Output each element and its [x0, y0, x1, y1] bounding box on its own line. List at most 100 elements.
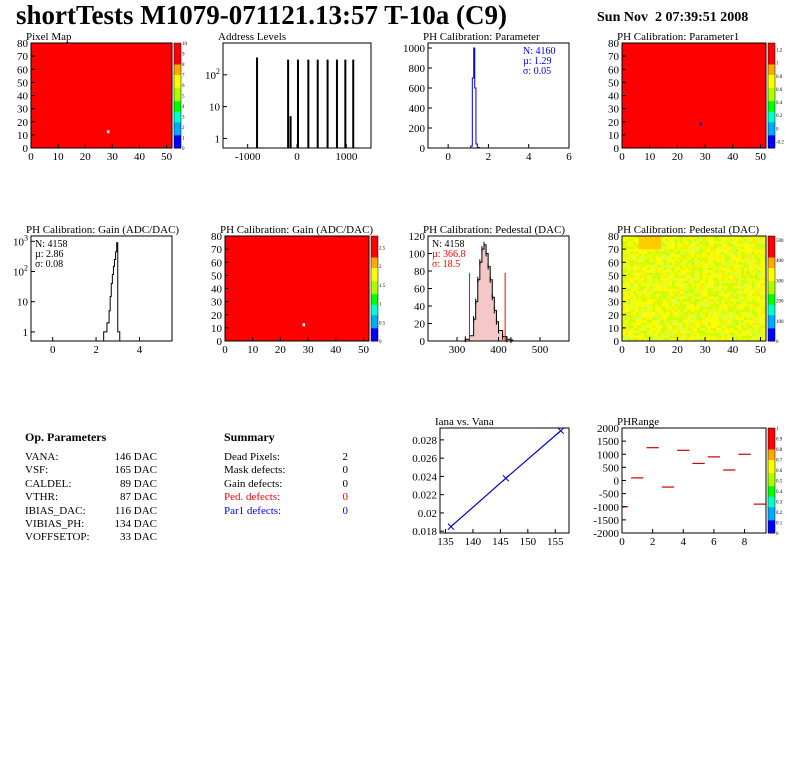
heatmap-cell: [757, 285, 761, 289]
heatmap-cell: [660, 270, 664, 274]
heatmap-cell: [666, 333, 670, 337]
heatmap-cell: [699, 285, 703, 289]
heatmap-cell: [746, 259, 750, 263]
heatmap-cell: [641, 299, 645, 302]
heatmap-cell: [754, 322, 758, 326]
heatmap-cell: [721, 238, 725, 242]
heatmap-cell: [688, 278, 692, 281]
heatmap-cell: [738, 259, 742, 263]
x-tick-label: 6: [711, 536, 717, 548]
heatmap-outlier: [699, 122, 703, 126]
heatmap-cell: [624, 249, 628, 253]
heatmap-cell: [705, 291, 709, 295]
heatmap-cell: [749, 293, 753, 297]
colorbar-tick: 1: [182, 137, 185, 142]
y-tick-label: 0.026: [412, 453, 437, 465]
heatmap-cell: [638, 267, 642, 271]
heatmap-cell: [666, 327, 670, 331]
heatmap-cell: [743, 259, 747, 263]
heatmap-cell: [724, 262, 728, 266]
heatmap-cell: [658, 275, 662, 279]
y-tick-label: -1500: [593, 515, 619, 527]
heatmap-cell: [691, 296, 695, 300]
heatmap-outlier: [302, 323, 306, 327]
heatmap-cell: [716, 317, 720, 321]
heatmap-cell: [724, 314, 728, 318]
heatmap-cell: [633, 278, 637, 281]
heatmap-cell: [663, 236, 667, 239]
heatmap-cell: [685, 254, 689, 258]
heatmap-cell: [707, 293, 711, 297]
heatmap-cell: [660, 262, 664, 266]
colorbar-segment: [768, 291, 775, 295]
heatmap-cell: [724, 296, 728, 300]
heatmap-cell: [749, 236, 753, 239]
colorbar-segment: [174, 100, 181, 104]
heatmap-cell: [633, 304, 637, 308]
heatmap-cell: [627, 338, 631, 342]
heatmap-cell: [641, 288, 645, 292]
heatmap-cell: [694, 270, 698, 274]
heatmap-cell: [641, 262, 645, 266]
x-tick-label: 145: [492, 536, 509, 548]
colorbar-segment: [768, 280, 775, 284]
heatmap-cell: [660, 249, 664, 253]
colorbar-segment: [371, 338, 378, 342]
heatmap-cell: [757, 280, 761, 284]
heatmap-cell: [757, 338, 761, 342]
heatmap-cell: [699, 330, 703, 334]
heatmap-cell: [624, 251, 628, 255]
heatmap-cell: [738, 246, 742, 250]
colorbar-segment: [768, 90, 775, 94]
heatmap-cell: [732, 272, 736, 276]
heatmap-cell: [743, 320, 747, 323]
heatmap-cell: [649, 259, 653, 263]
heatmap-cell: [721, 306, 725, 310]
heatmap-cell: [754, 320, 758, 323]
heatmap-cell: [671, 280, 675, 284]
heatmap-cell: [730, 325, 734, 329]
heatmap-cell: [660, 317, 664, 321]
heatmap-cell: [699, 325, 703, 329]
colorbar-tick: 200: [776, 300, 784, 305]
heatmap-cell: [730, 278, 734, 281]
heatmap-cell: [624, 327, 628, 331]
heatmap-cell: [652, 275, 656, 279]
x-tick-label: 400: [490, 344, 507, 356]
heatmap-cell: [707, 246, 711, 250]
heatmap-cell: [694, 288, 698, 292]
colorbar-tick: 1.5: [379, 284, 386, 289]
heatmap-cell: [757, 249, 761, 253]
heatmap-cell: [666, 312, 670, 316]
heatmap-cell: [760, 236, 764, 239]
heatmap-cell: [713, 333, 717, 337]
heatmap-cell: [663, 306, 667, 310]
heatmap-cell: [752, 301, 756, 305]
colorbar-segment: [174, 95, 181, 99]
heatmap-cell: [685, 322, 689, 326]
heatmap-cell: [705, 238, 709, 242]
heatmap-cell: [688, 312, 692, 316]
heatmap-cell: [710, 278, 714, 281]
heatmap-cell: [666, 322, 670, 326]
chart-title: PH Calibration: Gain (ADC/DAC): [26, 224, 179, 236]
heatmap-cell: [677, 246, 681, 250]
heatmap-cell: [624, 309, 628, 313]
heatmap-cell: [641, 272, 645, 276]
heatmap-cell: [754, 257, 758, 260]
heatmap-cell: [707, 254, 711, 258]
heatmap-cell: [644, 296, 648, 300]
colorbar-segment: [174, 66, 181, 70]
heatmap-cell: [658, 272, 662, 276]
heatmap-cell: [682, 299, 686, 302]
heatmap-cell: [677, 236, 681, 239]
heatmap-cell: [746, 293, 750, 297]
heatmap-cell: [688, 275, 692, 279]
heatmap-cell: [635, 314, 639, 318]
heatmap-cell: [721, 267, 725, 271]
heatmap-cell: [724, 272, 728, 276]
heatmap-cell: [635, 285, 639, 289]
heatmap-cell: [696, 249, 700, 253]
heatmap-cell: [633, 241, 637, 245]
heatmap-cell: [746, 283, 750, 287]
